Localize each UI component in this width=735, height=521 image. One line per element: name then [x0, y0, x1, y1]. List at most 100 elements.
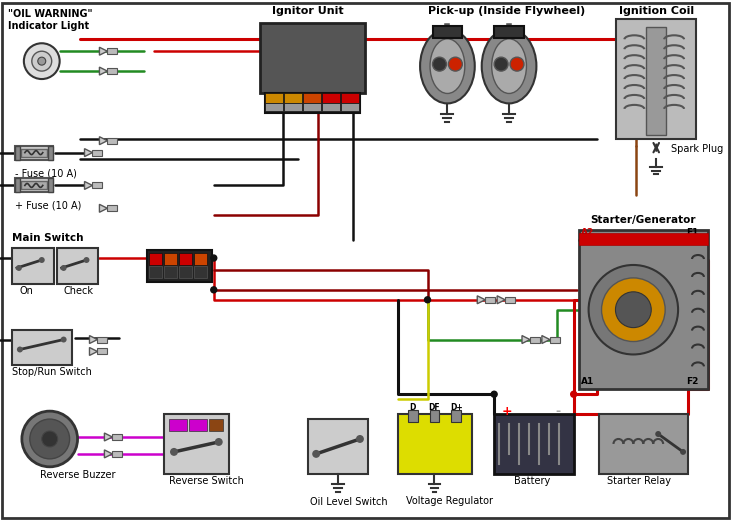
Circle shape — [589, 265, 678, 354]
Bar — [15, 179, 53, 192]
Circle shape — [491, 391, 497, 397]
Bar — [149, 266, 162, 278]
Polygon shape — [99, 47, 107, 55]
Ellipse shape — [430, 39, 465, 93]
Bar — [505, 297, 515, 303]
Circle shape — [170, 448, 178, 456]
Text: Ignitor Unit: Ignitor Unit — [273, 6, 344, 17]
Bar — [189, 419, 207, 431]
Circle shape — [601, 278, 665, 342]
Circle shape — [42, 431, 57, 447]
Circle shape — [211, 255, 217, 261]
Circle shape — [510, 57, 524, 71]
Bar — [429, 410, 440, 422]
Bar — [304, 93, 321, 103]
Polygon shape — [104, 433, 112, 441]
Polygon shape — [99, 67, 107, 75]
Circle shape — [425, 297, 431, 303]
Bar — [48, 179, 53, 192]
Bar — [98, 349, 107, 354]
Bar — [341, 93, 359, 103]
Bar — [304, 103, 321, 111]
Text: Stop/Run Switch: Stop/Run Switch — [12, 367, 92, 377]
Bar — [617, 19, 696, 139]
Bar — [149, 253, 162, 265]
Bar — [21, 148, 47, 157]
Text: Reverse Buzzer: Reverse Buzzer — [40, 470, 115, 480]
Text: + Fuse (10 A): + Fuse (10 A) — [15, 201, 82, 210]
Text: Starter Relay: Starter Relay — [606, 476, 670, 486]
Bar — [164, 414, 229, 474]
Circle shape — [22, 411, 78, 467]
Circle shape — [84, 257, 90, 263]
Circle shape — [39, 257, 45, 263]
Bar — [494, 27, 524, 38]
Circle shape — [570, 391, 577, 397]
Circle shape — [448, 57, 462, 71]
Text: Voltage Regulator: Voltage Regulator — [406, 495, 492, 506]
Circle shape — [30, 419, 70, 459]
Circle shape — [655, 431, 662, 437]
Text: D: D — [409, 403, 416, 412]
Polygon shape — [99, 204, 107, 212]
Bar — [284, 93, 302, 103]
Bar — [107, 48, 118, 54]
Bar — [451, 410, 462, 422]
Polygon shape — [522, 336, 530, 343]
Bar — [112, 451, 122, 457]
Circle shape — [61, 265, 67, 271]
Circle shape — [16, 265, 22, 271]
Polygon shape — [477, 296, 485, 304]
Text: "OIL WARNING"
Indicator Light: "OIL WARNING" Indicator Light — [8, 9, 93, 31]
Text: A1: A1 — [581, 377, 594, 386]
Ellipse shape — [481, 29, 537, 103]
Text: D+: D+ — [450, 403, 462, 412]
Bar — [107, 68, 118, 74]
Bar — [164, 266, 177, 278]
Bar — [57, 248, 98, 284]
Circle shape — [615, 292, 651, 328]
Ellipse shape — [420, 29, 475, 103]
Text: +: + — [502, 405, 513, 418]
Circle shape — [61, 337, 67, 342]
Bar — [598, 414, 688, 474]
Circle shape — [494, 57, 508, 71]
Polygon shape — [542, 336, 550, 343]
Polygon shape — [90, 336, 98, 343]
Circle shape — [356, 435, 364, 443]
Bar — [530, 337, 540, 342]
Bar — [432, 27, 462, 38]
Bar — [107, 205, 118, 212]
Bar — [21, 181, 47, 190]
Text: DF: DF — [429, 403, 440, 412]
Text: Reverse Switch: Reverse Switch — [169, 476, 244, 486]
Text: Starter/Generator: Starter/Generator — [590, 215, 696, 225]
Text: F2: F2 — [686, 377, 698, 386]
Bar — [112, 434, 122, 440]
Bar — [494, 414, 574, 474]
Polygon shape — [90, 348, 98, 355]
Bar — [179, 266, 192, 278]
Circle shape — [37, 57, 46, 65]
Bar — [98, 337, 107, 342]
Bar — [284, 103, 302, 111]
Bar — [209, 419, 223, 431]
Text: Pick-up (Inside Flywheel): Pick-up (Inside Flywheel) — [429, 6, 586, 17]
Text: F1: F1 — [686, 228, 698, 237]
Bar — [164, 253, 177, 265]
Bar — [308, 419, 368, 474]
Bar — [578, 230, 708, 389]
Polygon shape — [99, 137, 107, 145]
Bar — [265, 93, 284, 103]
Bar — [398, 414, 473, 474]
Circle shape — [17, 346, 23, 353]
Bar — [260, 23, 365, 93]
Bar — [322, 103, 340, 111]
Bar — [48, 146, 53, 159]
Bar — [194, 266, 207, 278]
Bar — [12, 248, 54, 284]
Bar — [322, 93, 340, 103]
Bar — [194, 253, 207, 265]
Polygon shape — [85, 148, 93, 157]
Circle shape — [211, 287, 217, 293]
